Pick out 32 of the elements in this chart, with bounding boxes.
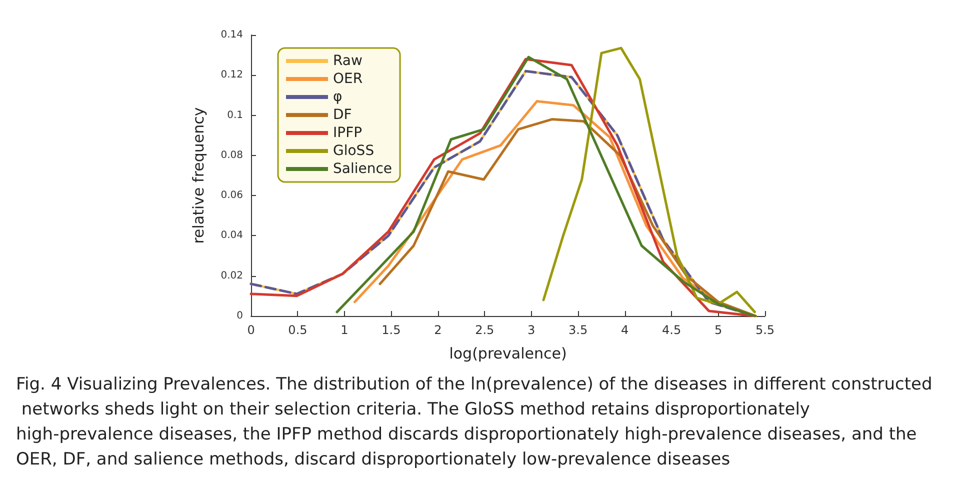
y-tick-label: 0.1 — [227, 110, 243, 121]
x-tick-label: 0 — [247, 323, 255, 337]
x-tick-label: 3 — [528, 323, 536, 337]
line-series — [336, 56, 756, 318]
legend-label: DF — [333, 107, 352, 123]
x-tick-label: 5.5 — [755, 323, 775, 337]
y-axis-title: relative frequency — [190, 107, 208, 244]
legend-label: Salience — [333, 161, 392, 177]
x-tick-label: 1.5 — [382, 323, 401, 337]
y-tick-label: 0.04 — [220, 230, 243, 242]
legend-label: φ — [333, 89, 342, 105]
x-tick-label: 4 — [621, 323, 629, 337]
legend-label: GloSS — [333, 143, 374, 159]
y-tick-label: 0.08 — [220, 150, 243, 161]
y-tick-label: 0.06 — [220, 190, 243, 202]
x-tick-label: 4.5 — [662, 323, 682, 337]
line-series — [542, 46, 756, 314]
y-tick-label: 0 — [236, 310, 243, 322]
y-tick-label: 0.14 — [220, 30, 243, 40]
legend-label: OER — [333, 71, 363, 87]
x-tick-label: 0.5 — [288, 323, 308, 337]
legend-label: Raw — [333, 53, 362, 69]
x-tick-label: 2 — [434, 323, 442, 337]
x-axis-title: log(prevalence) — [449, 344, 567, 362]
x-tick-label: 1 — [340, 323, 348, 337]
caption: Fig. 4 Visualizing Prevalences. The distribution of the ln(prevalence) of the diseases in different constructed networks sheds light on their selection criteria. The GloSS method retains disproportionately high-prevalence diseases, the IPFP method discards disproportionately high-prevalence diseases, and the OER, DF, and salience methods, discard disproportionately low-prevalence diseases — [16, 374, 932, 470]
legend-label: IPFP — [333, 125, 362, 141]
x-tick-label: 3.5 — [568, 323, 588, 337]
y-tick-label: 0.02 — [220, 270, 243, 282]
x-tick-label: 2.5 — [475, 323, 494, 337]
y-tick-label: 0.12 — [220, 70, 243, 81]
x-tick-label: 5 — [714, 323, 722, 337]
